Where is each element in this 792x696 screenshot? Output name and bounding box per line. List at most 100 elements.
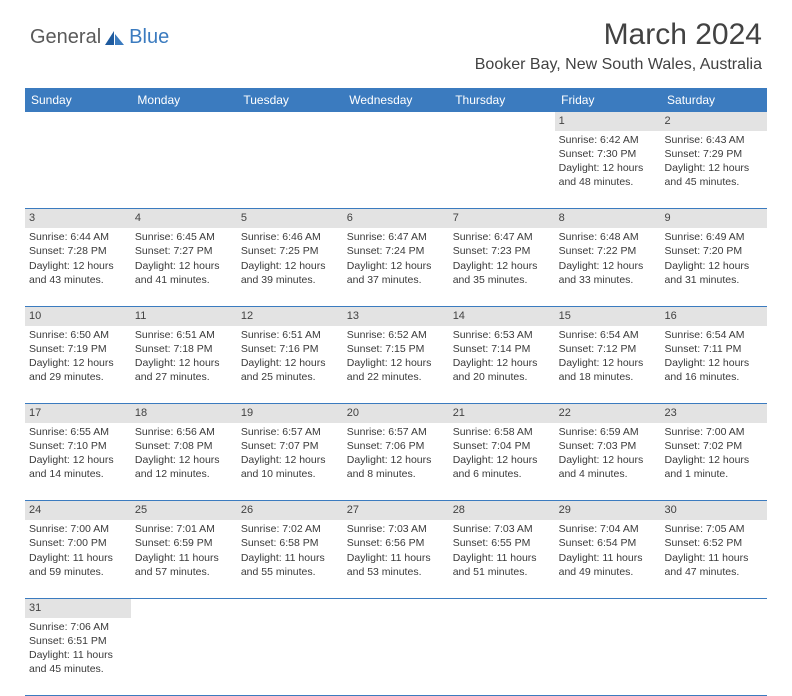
sunset-line: Sunset: 7:25 PM bbox=[241, 244, 339, 258]
day-content-cell bbox=[237, 618, 343, 696]
daylight-line: Daylight: 11 hours and 45 minutes. bbox=[29, 648, 127, 676]
day-number-row: 3456789 bbox=[25, 209, 767, 228]
daylight-line: Daylight: 12 hours and 35 minutes. bbox=[453, 259, 551, 287]
day-content-cell: Sunrise: 7:03 AMSunset: 6:56 PMDaylight:… bbox=[343, 520, 449, 598]
daylight-line: Daylight: 12 hours and 43 minutes. bbox=[29, 259, 127, 287]
sunrise-line: Sunrise: 6:55 AM bbox=[29, 425, 127, 439]
day-number-cell: 11 bbox=[131, 306, 237, 325]
day-number-cell: 29 bbox=[555, 501, 661, 520]
day-number-cell: 30 bbox=[661, 501, 767, 520]
day-content-cell: Sunrise: 7:06 AMSunset: 6:51 PMDaylight:… bbox=[25, 618, 131, 696]
day-number-cell: 28 bbox=[449, 501, 555, 520]
day-content-cell: Sunrise: 6:52 AMSunset: 7:15 PMDaylight:… bbox=[343, 326, 449, 404]
daylight-line: Daylight: 11 hours and 59 minutes. bbox=[29, 551, 127, 579]
daylight-line: Daylight: 12 hours and 18 minutes. bbox=[559, 356, 657, 384]
day-number-row: 24252627282930 bbox=[25, 501, 767, 520]
daylight-line: Daylight: 12 hours and 45 minutes. bbox=[665, 161, 763, 189]
weekday-header: Monday bbox=[131, 88, 237, 112]
day-content-cell: Sunrise: 6:45 AMSunset: 7:27 PMDaylight:… bbox=[131, 228, 237, 306]
sunrise-line: Sunrise: 6:54 AM bbox=[665, 328, 763, 342]
sail-icon bbox=[104, 30, 126, 46]
day-content-cell: Sunrise: 6:42 AMSunset: 7:30 PMDaylight:… bbox=[555, 131, 661, 209]
daylight-line: Daylight: 12 hours and 8 minutes. bbox=[347, 453, 445, 481]
sunrise-line: Sunrise: 6:49 AM bbox=[665, 230, 763, 244]
sunset-line: Sunset: 7:15 PM bbox=[347, 342, 445, 356]
day-content-cell: Sunrise: 6:47 AMSunset: 7:23 PMDaylight:… bbox=[449, 228, 555, 306]
day-content-cell: Sunrise: 7:05 AMSunset: 6:52 PMDaylight:… bbox=[661, 520, 767, 598]
sunset-line: Sunset: 7:07 PM bbox=[241, 439, 339, 453]
day-content-cell: Sunrise: 7:00 AMSunset: 7:00 PMDaylight:… bbox=[25, 520, 131, 598]
daylight-line: Daylight: 11 hours and 51 minutes. bbox=[453, 551, 551, 579]
sunrise-line: Sunrise: 7:05 AM bbox=[665, 522, 763, 536]
sunrise-line: Sunrise: 7:00 AM bbox=[665, 425, 763, 439]
day-number-cell bbox=[661, 598, 767, 617]
day-number-cell: 1 bbox=[555, 112, 661, 131]
day-number-cell: 16 bbox=[661, 306, 767, 325]
daylight-line: Daylight: 12 hours and 16 minutes. bbox=[665, 356, 763, 384]
sunrise-line: Sunrise: 7:06 AM bbox=[29, 620, 127, 634]
weekday-header: Saturday bbox=[661, 88, 767, 112]
day-number-row: 10111213141516 bbox=[25, 306, 767, 325]
day-content-row: Sunrise: 6:55 AMSunset: 7:10 PMDaylight:… bbox=[25, 423, 767, 501]
day-number-cell: 18 bbox=[131, 404, 237, 423]
day-number-cell: 19 bbox=[237, 404, 343, 423]
day-number-cell bbox=[237, 112, 343, 131]
daylight-line: Daylight: 12 hours and 10 minutes. bbox=[241, 453, 339, 481]
day-number-cell: 17 bbox=[25, 404, 131, 423]
day-number-cell bbox=[25, 112, 131, 131]
sunset-line: Sunset: 7:27 PM bbox=[135, 244, 233, 258]
sunrise-line: Sunrise: 6:43 AM bbox=[665, 133, 763, 147]
day-content-cell: Sunrise: 7:01 AMSunset: 6:59 PMDaylight:… bbox=[131, 520, 237, 598]
sunrise-line: Sunrise: 6:53 AM bbox=[453, 328, 551, 342]
sunset-line: Sunset: 7:29 PM bbox=[665, 147, 763, 161]
day-content-row: Sunrise: 7:06 AMSunset: 6:51 PMDaylight:… bbox=[25, 618, 767, 696]
daylight-line: Daylight: 12 hours and 22 minutes. bbox=[347, 356, 445, 384]
logo-text-general: General bbox=[30, 26, 101, 49]
day-content-cell: Sunrise: 6:54 AMSunset: 7:12 PMDaylight:… bbox=[555, 326, 661, 404]
day-number-cell: 4 bbox=[131, 209, 237, 228]
weekday-header-row: SundayMondayTuesdayWednesdayThursdayFrid… bbox=[25, 88, 767, 112]
day-content-row: Sunrise: 7:00 AMSunset: 7:00 PMDaylight:… bbox=[25, 520, 767, 598]
sunset-line: Sunset: 7:00 PM bbox=[29, 536, 127, 550]
sunrise-line: Sunrise: 6:44 AM bbox=[29, 230, 127, 244]
day-content-cell bbox=[131, 618, 237, 696]
day-number-cell: 24 bbox=[25, 501, 131, 520]
sunrise-line: Sunrise: 6:50 AM bbox=[29, 328, 127, 342]
daylight-line: Daylight: 11 hours and 55 minutes. bbox=[241, 551, 339, 579]
daylight-line: Daylight: 12 hours and 39 minutes. bbox=[241, 259, 339, 287]
sunrise-line: Sunrise: 7:02 AM bbox=[241, 522, 339, 536]
day-number-cell: 21 bbox=[449, 404, 555, 423]
title-block: March 2024 Booker Bay, New South Wales, … bbox=[475, 18, 762, 74]
day-content-cell bbox=[343, 618, 449, 696]
daylight-line: Daylight: 12 hours and 33 minutes. bbox=[559, 259, 657, 287]
calendar-table: SundayMondayTuesdayWednesdayThursdayFrid… bbox=[25, 88, 767, 696]
day-number-cell: 10 bbox=[25, 306, 131, 325]
day-content-cell: Sunrise: 6:44 AMSunset: 7:28 PMDaylight:… bbox=[25, 228, 131, 306]
day-number-cell: 23 bbox=[661, 404, 767, 423]
day-number-cell: 14 bbox=[449, 306, 555, 325]
day-number-cell bbox=[555, 598, 661, 617]
sunrise-line: Sunrise: 6:59 AM bbox=[559, 425, 657, 439]
sunrise-line: Sunrise: 6:46 AM bbox=[241, 230, 339, 244]
day-number-cell: 31 bbox=[25, 598, 131, 617]
day-number-cell: 20 bbox=[343, 404, 449, 423]
sunset-line: Sunset: 7:06 PM bbox=[347, 439, 445, 453]
weekday-header: Tuesday bbox=[237, 88, 343, 112]
daylight-line: Daylight: 12 hours and 29 minutes. bbox=[29, 356, 127, 384]
day-content-cell bbox=[661, 618, 767, 696]
day-content-cell: Sunrise: 7:04 AMSunset: 6:54 PMDaylight:… bbox=[555, 520, 661, 598]
daylight-line: Daylight: 12 hours and 41 minutes. bbox=[135, 259, 233, 287]
day-content-row: Sunrise: 6:44 AMSunset: 7:28 PMDaylight:… bbox=[25, 228, 767, 306]
day-number-cell bbox=[449, 598, 555, 617]
day-content-cell: Sunrise: 7:00 AMSunset: 7:02 PMDaylight:… bbox=[661, 423, 767, 501]
page-header: General Blue March 2024 Booker Bay, New … bbox=[0, 0, 792, 80]
daylight-line: Daylight: 11 hours and 47 minutes. bbox=[665, 551, 763, 579]
sunset-line: Sunset: 7:28 PM bbox=[29, 244, 127, 258]
day-content-row: Sunrise: 6:50 AMSunset: 7:19 PMDaylight:… bbox=[25, 326, 767, 404]
day-content-cell bbox=[237, 131, 343, 209]
day-number-cell bbox=[343, 112, 449, 131]
day-content-cell: Sunrise: 6:53 AMSunset: 7:14 PMDaylight:… bbox=[449, 326, 555, 404]
weekday-header: Friday bbox=[555, 88, 661, 112]
day-content-cell: Sunrise: 6:49 AMSunset: 7:20 PMDaylight:… bbox=[661, 228, 767, 306]
day-number-row: 17181920212223 bbox=[25, 404, 767, 423]
